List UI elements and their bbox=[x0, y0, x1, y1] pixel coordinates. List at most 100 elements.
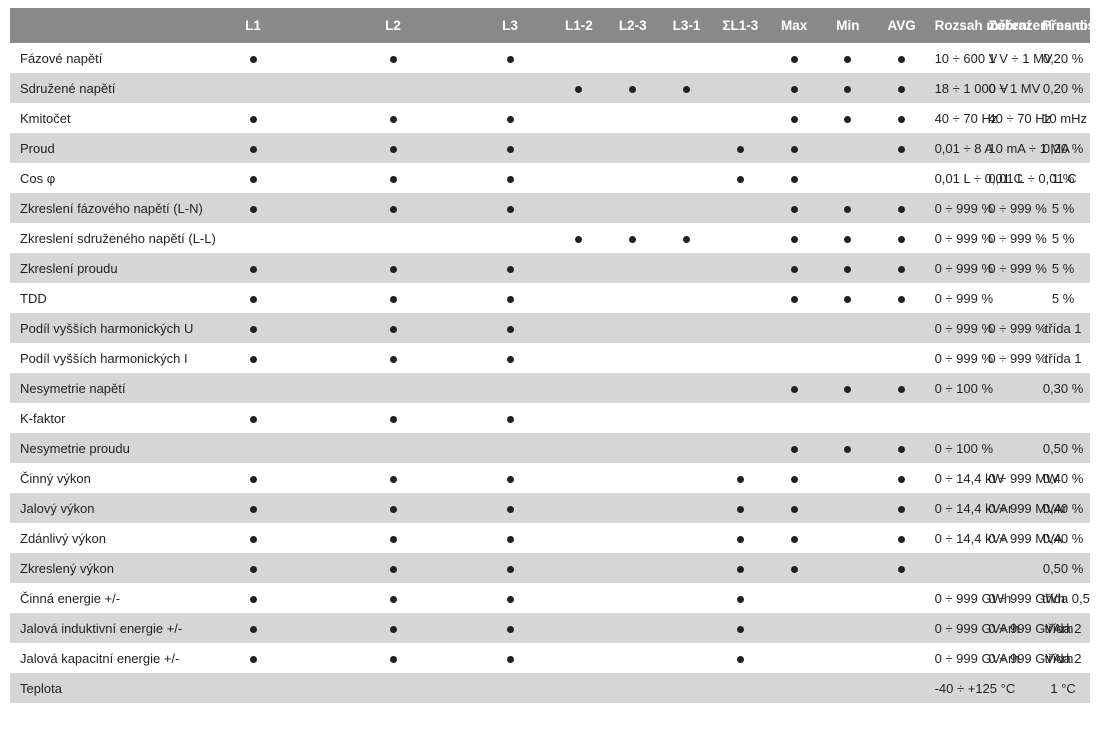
cell-acc: 0,30 % bbox=[1036, 373, 1090, 403]
cell-min bbox=[821, 43, 875, 73]
cell-avg bbox=[875, 253, 929, 283]
cell-min bbox=[821, 253, 875, 283]
cell-acc: 0,40 % bbox=[1036, 463, 1090, 493]
cell-range: 10 ÷ 600 V bbox=[929, 43, 983, 73]
cell-sum bbox=[713, 223, 767, 253]
cell-L23 bbox=[606, 343, 660, 373]
cell-max bbox=[767, 223, 821, 253]
cell-L12 bbox=[552, 223, 606, 253]
cell-L3 bbox=[468, 403, 552, 433]
cell-L12 bbox=[552, 643, 606, 673]
cell-sum bbox=[713, 403, 767, 433]
dot-icon bbox=[390, 536, 397, 543]
dot-icon bbox=[791, 56, 798, 63]
cell-L31 bbox=[660, 403, 714, 433]
cell-L3 bbox=[468, 163, 552, 193]
cell-avg bbox=[875, 73, 929, 103]
dot-icon bbox=[791, 206, 798, 213]
cell-L23 bbox=[606, 253, 660, 283]
dot-icon bbox=[898, 56, 905, 63]
dot-icon bbox=[898, 86, 905, 93]
row-label: Činná energie +/- bbox=[10, 583, 188, 613]
dot-icon bbox=[575, 236, 582, 243]
cell-L23 bbox=[606, 463, 660, 493]
cell-L12 bbox=[552, 313, 606, 343]
dot-icon bbox=[250, 626, 257, 633]
cell-sum bbox=[713, 163, 767, 193]
cell-min bbox=[821, 613, 875, 643]
dot-icon bbox=[737, 536, 744, 543]
cell-min bbox=[821, 403, 875, 433]
cell-L2 bbox=[318, 73, 468, 103]
table-row: Cos φ0,01 L ÷ 0,01 C0,01 L ÷ 0,01 C1 % bbox=[10, 163, 1090, 193]
dot-icon bbox=[507, 476, 514, 483]
table-row: Činná energie +/-0 ÷ 999 GWh0 ÷ 999 GWht… bbox=[10, 583, 1090, 613]
table-row: Zkreslení proudu0 ÷ 999 %0 ÷ 999 %5 % bbox=[10, 253, 1090, 283]
cell-L2 bbox=[318, 283, 468, 313]
row-label: Teplota bbox=[10, 673, 188, 703]
cell-disp bbox=[982, 403, 1036, 433]
dot-icon bbox=[575, 86, 582, 93]
cell-sum bbox=[713, 523, 767, 553]
row-label: Sdružené napětí bbox=[10, 73, 188, 103]
dot-icon bbox=[507, 56, 514, 63]
dot-icon bbox=[250, 476, 257, 483]
table-row: Zkreslení sdruženého napětí (L-L)0 ÷ 999… bbox=[10, 223, 1090, 253]
cell-L3 bbox=[468, 373, 552, 403]
cell-L23 bbox=[606, 163, 660, 193]
table-body: Fázové napětí10 ÷ 600 V1 V ÷ 1 MV0,20 %S… bbox=[10, 43, 1090, 703]
cell-min bbox=[821, 433, 875, 463]
dot-icon bbox=[791, 116, 798, 123]
cell-max bbox=[767, 313, 821, 343]
row-label: Zkreslení fázového napětí (L-N) bbox=[10, 193, 188, 223]
cell-sum bbox=[713, 613, 767, 643]
cell-L1 bbox=[188, 43, 318, 73]
cell-L12 bbox=[552, 283, 606, 313]
table-row: K-faktor bbox=[10, 403, 1090, 433]
dot-icon bbox=[898, 296, 905, 303]
cell-disp: 0 ÷ 999 MVAr bbox=[982, 493, 1036, 523]
cell-disp: 0 ÷ 999 MW bbox=[982, 463, 1036, 493]
cell-L1 bbox=[188, 253, 318, 283]
cell-L1 bbox=[188, 163, 318, 193]
cell-disp: 0,01 L ÷ 0,01 C bbox=[982, 163, 1036, 193]
dot-icon bbox=[898, 236, 905, 243]
col-header-min: Min bbox=[821, 8, 875, 43]
cell-sum bbox=[713, 103, 767, 133]
cell-range: 0 ÷ 999 GWh bbox=[929, 583, 983, 613]
table-row: Jalový výkon0 ÷ 14,4 kVAr0 ÷ 999 MVAr0,4… bbox=[10, 493, 1090, 523]
cell-L3 bbox=[468, 643, 552, 673]
table-head: L1L2L3L1-2L2-3L3-1ΣL1-3MaxMinAVGRozsah m… bbox=[10, 8, 1090, 43]
dot-icon bbox=[250, 206, 257, 213]
cell-disp: 0 ÷ 999 % bbox=[982, 193, 1036, 223]
cell-L12 bbox=[552, 583, 606, 613]
dot-icon bbox=[737, 476, 744, 483]
cell-L12 bbox=[552, 493, 606, 523]
dot-icon bbox=[844, 86, 851, 93]
row-label: Jalová induktivní energie +/- bbox=[10, 613, 188, 643]
cell-L2 bbox=[318, 343, 468, 373]
cell-L2 bbox=[318, 403, 468, 433]
table-row: Činný výkon0 ÷ 14,4 kW0 ÷ 999 MW0,40 % bbox=[10, 463, 1090, 493]
measurement-spec-table: L1L2L3L1-2L2-3L3-1ΣL1-3MaxMinAVGRozsah m… bbox=[10, 8, 1090, 703]
cell-L12 bbox=[552, 613, 606, 643]
dot-icon bbox=[507, 176, 514, 183]
cell-sum bbox=[713, 253, 767, 283]
cell-L12 bbox=[552, 523, 606, 553]
cell-max bbox=[767, 373, 821, 403]
cell-L23 bbox=[606, 223, 660, 253]
col-header-avg: AVG bbox=[875, 8, 929, 43]
dot-icon bbox=[629, 236, 636, 243]
cell-L23 bbox=[606, 283, 660, 313]
cell-min bbox=[821, 583, 875, 613]
dot-icon bbox=[844, 386, 851, 393]
dot-icon bbox=[390, 476, 397, 483]
dot-icon bbox=[791, 146, 798, 153]
dot-icon bbox=[390, 356, 397, 363]
dot-icon bbox=[250, 116, 257, 123]
cell-range bbox=[929, 403, 983, 433]
cell-L31 bbox=[660, 613, 714, 643]
dot-icon bbox=[791, 86, 798, 93]
cell-L12 bbox=[552, 133, 606, 163]
cell-disp: 40 ÷ 70 Hz bbox=[982, 103, 1036, 133]
